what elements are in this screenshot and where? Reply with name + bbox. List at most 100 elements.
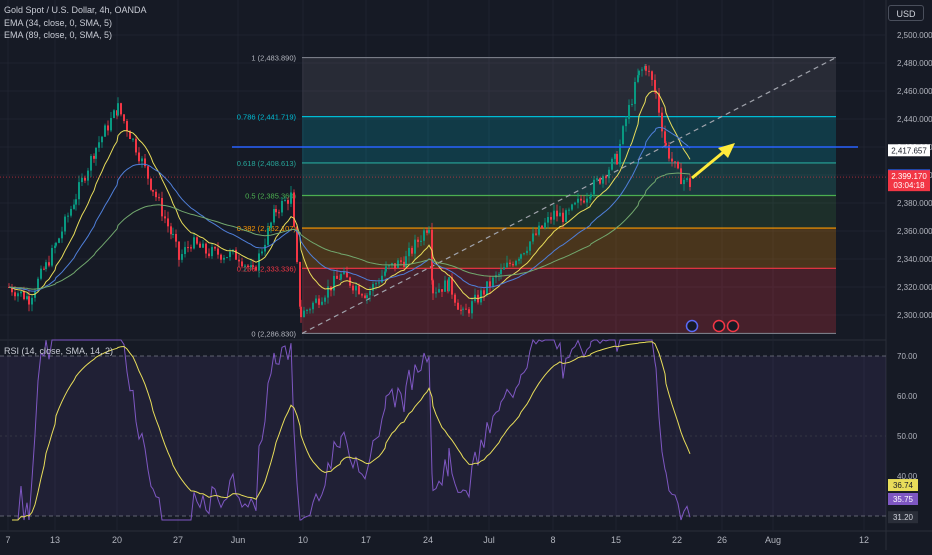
time-axis[interactable]: 7 13 20 27 Jun 10 17 24 Jul 8 15 22 26 Aug 12 — [5, 535, 869, 545]
candle-body — [336, 275, 338, 279]
time-tick-label: 27 — [173, 535, 183, 545]
price-label-bg — [888, 144, 930, 157]
candle-body — [281, 200, 283, 213]
candle-body — [641, 69, 643, 71]
candle-body — [309, 309, 311, 311]
candle-body — [211, 247, 213, 257]
candle-body — [661, 112, 663, 132]
ema200-line — [8, 172, 691, 290]
candle-body — [480, 290, 482, 303]
symbol-title: Gold Spot / U.S. Dollar, 4h, OANDA — [4, 5, 147, 15]
candle-body — [284, 200, 286, 202]
candle-body — [426, 230, 428, 233]
price-axis[interactable]: 2,500.0002,480.0002,460.0002,440.0002,42… — [888, 31, 932, 320]
candle-body — [616, 153, 618, 165]
arrow-head-icon — [718, 143, 735, 158]
fibonacci-retracement[interactable]: 1 (2,483.890) 0.786 (2,441.719) 0.618 (2,4… — [237, 54, 837, 339]
price-label-bg — [888, 179, 930, 192]
candle-body — [520, 254, 522, 259]
candle-body — [565, 210, 567, 222]
candle-body — [340, 273, 342, 280]
candle-body — [250, 265, 252, 268]
candle-body — [645, 66, 647, 71]
candle-body — [535, 233, 537, 235]
ema89-legend[interactable]: EMA (89, close, 0, SMA, 5) — [4, 30, 113, 40]
candle-body — [333, 275, 335, 291]
ema34-line — [8, 90, 691, 300]
candle-body — [175, 233, 177, 242]
candle-body — [161, 198, 163, 217]
candle-body — [397, 260, 399, 269]
candle-body — [503, 267, 505, 270]
candle-body — [98, 142, 100, 148]
candle-body — [550, 217, 552, 220]
rsi-legend[interactable]: RSI (14, close, SMA, 14, 2) — [4, 346, 114, 356]
rsi-label-bg — [888, 493, 918, 505]
candle-body — [631, 103, 633, 105]
currency-button[interactable]: USD — [888, 5, 924, 21]
us-flag-event-icon — [712, 319, 726, 333]
candle-body — [668, 145, 670, 159]
candle-body — [375, 283, 377, 285]
candle-body — [150, 178, 152, 190]
candle-body — [492, 277, 494, 287]
candle-body — [384, 271, 386, 276]
candle-body — [226, 257, 228, 259]
candle-body — [244, 265, 246, 267]
candle-body — [193, 237, 195, 249]
candle-body — [526, 250, 528, 254]
candle-body — [55, 242, 57, 246]
candle-body — [580, 198, 582, 201]
candle-body — [417, 239, 419, 242]
candle-body — [120, 103, 122, 115]
candle-body — [205, 243, 207, 254]
candle-body — [58, 238, 60, 243]
time-tick-label: 15 — [611, 535, 621, 545]
candle-body — [270, 222, 272, 228]
price-tick-label: 2,300.000 — [897, 311, 932, 320]
candle-body — [45, 262, 47, 270]
candle-body — [290, 192, 292, 204]
candle-body — [361, 294, 363, 296]
candle-body — [547, 217, 549, 223]
candle-body — [37, 278, 39, 292]
candle-body — [614, 153, 616, 159]
candle-body — [689, 178, 691, 187]
candle-body — [31, 297, 33, 305]
projection-arrow — [691, 148, 727, 180]
chart-annotations[interactable] — [0, 143, 886, 333]
candle-body — [394, 263, 396, 269]
candle-body — [64, 216, 66, 232]
candle-body — [498, 274, 500, 276]
candle-body — [199, 243, 201, 248]
candle-body — [654, 79, 656, 91]
candle-body — [571, 204, 573, 210]
candle-body — [107, 125, 109, 131]
candle-body — [164, 216, 166, 219]
ema34-legend[interactable]: EMA (34, close, 0, SMA, 5) — [4, 18, 113, 28]
candle-body — [391, 263, 393, 266]
candle-body — [411, 247, 413, 254]
candle-body — [26, 296, 28, 300]
fib-zone — [302, 228, 836, 269]
candle-body — [84, 177, 86, 181]
candle-body — [181, 254, 183, 260]
candlestick-series — [8, 63, 691, 323]
candle-body — [296, 226, 298, 262]
candle-body — [431, 229, 433, 281]
rsi-tick-label: 60.00 — [897, 392, 918, 401]
candle-body — [155, 191, 157, 198]
candle-body — [658, 92, 660, 113]
candle-body — [471, 301, 473, 314]
candle-body — [20, 291, 22, 294]
candle-body — [583, 200, 585, 203]
candle-body — [529, 241, 531, 251]
candle-body — [518, 258, 520, 261]
candle-body — [665, 143, 667, 146]
candle-body — [135, 138, 137, 153]
candle-body — [104, 125, 106, 137]
